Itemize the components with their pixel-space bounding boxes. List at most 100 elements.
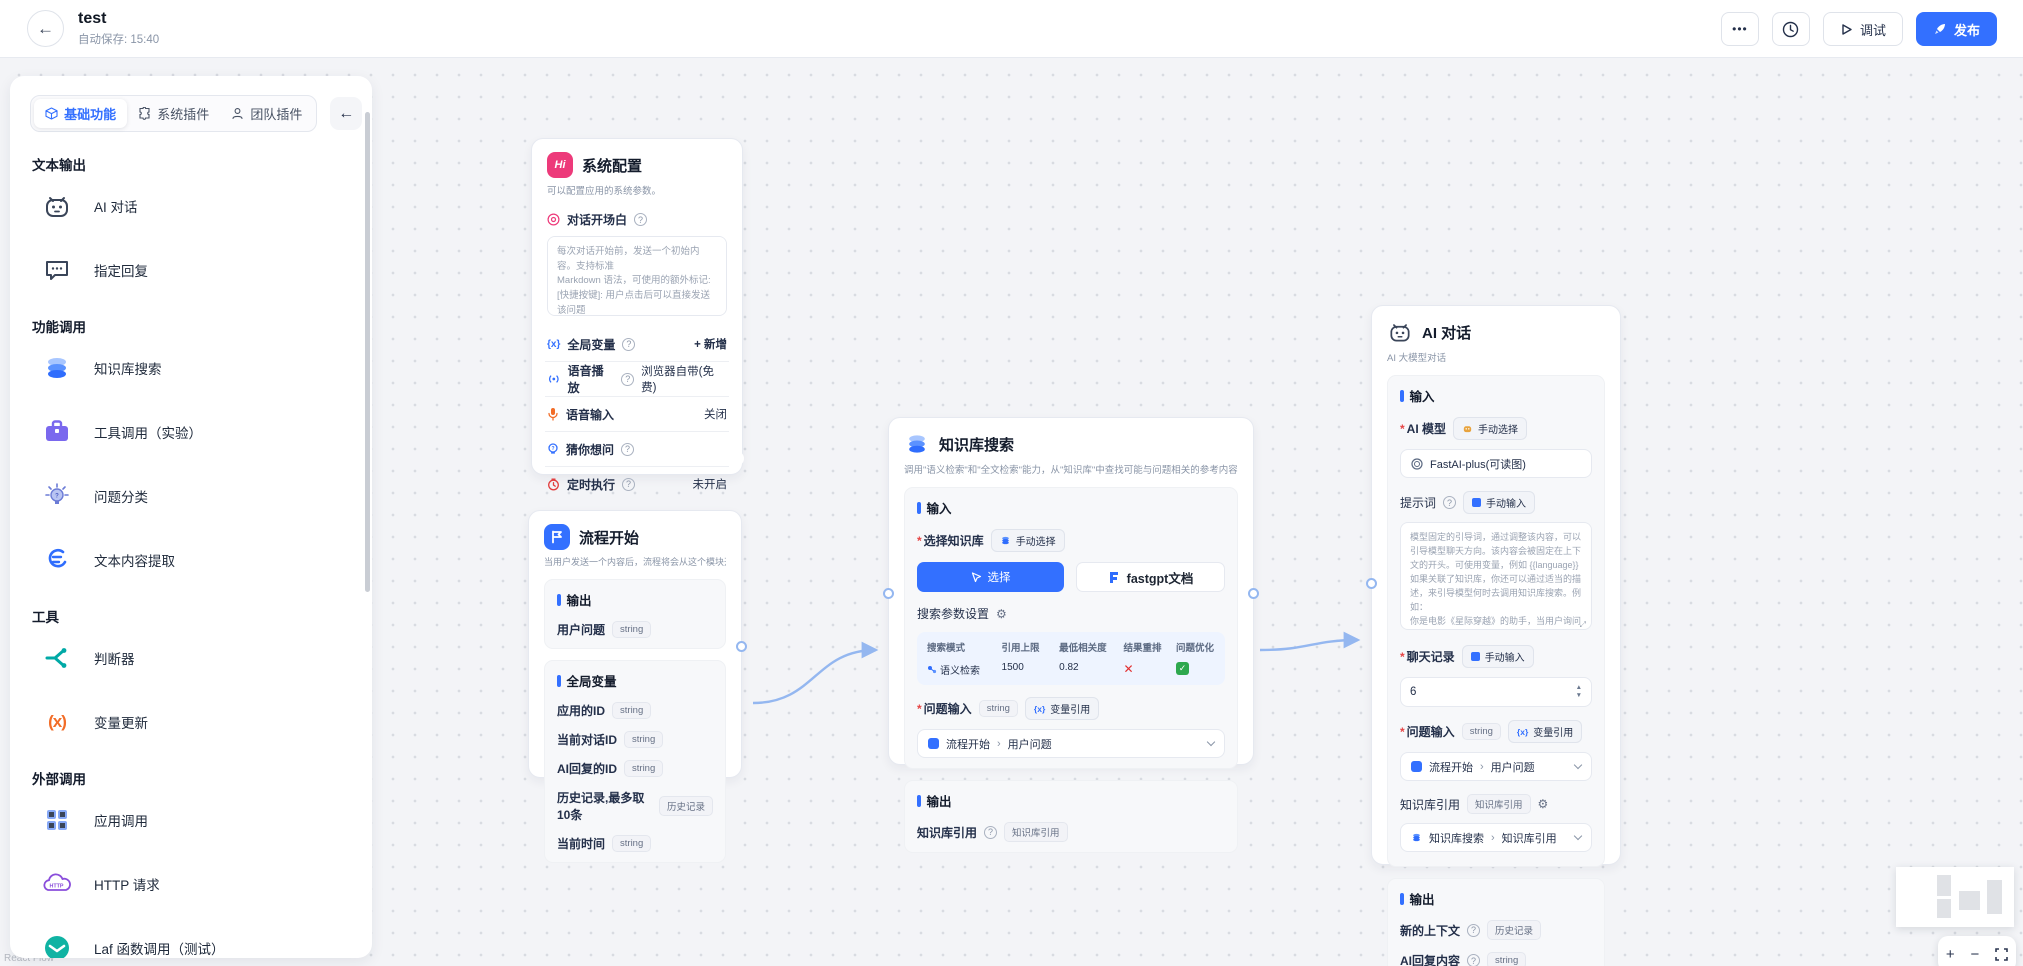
section-header-function-call: 功能调用 [32,320,86,335]
question-ref-select[interactable]: 流程开始 › 用户问题 [1400,752,1592,781]
var-label: 当前对话ID [557,733,618,747]
speech-input-value[interactable]: 关闭 [704,409,727,421]
add-variable-button[interactable]: + 新增 [694,339,727,351]
dataset-select-label: 选择知识库 [917,532,984,549]
question-ref-select[interactable]: 流程开始 › 用户问题 [917,729,1225,758]
dataset-chip-label: fastgpt文档 [1126,571,1194,586]
history-value-input[interactable] [1410,686,1576,698]
input-section-title: 输入 [917,498,1225,517]
tts-value[interactable]: 浏览器自带(免费) [641,366,714,394]
publish-label: 发布 [1953,22,1980,38]
quote-ref-select[interactable]: 知识库搜索 › 知识库引用 [1400,823,1592,852]
ref-label: 变量引用 [1533,728,1574,739]
input-section-title: 输入 [1400,386,1592,405]
ref-field: 知识库引用 [1501,832,1557,845]
welcome-textarea[interactable] [547,236,727,316]
history-button[interactable] [1771,12,1810,46]
history-number-input[interactable]: ▲▼ [1400,677,1592,707]
sidebar-item-content-extract[interactable]: 文本内容提取 [10,528,372,592]
zoom-in-button[interactable]: + [1945,945,1955,963]
tab-system-plugins[interactable]: 系统插件 [127,99,220,128]
ai-input-card: 输入 AI 模型 手动选择 FastAI-plus(可读图) 提示词 ? 手动输… [1387,375,1605,867]
dataset-chip[interactable]: fastgpt文档 [1076,562,1225,592]
source-handle[interactable] [1248,588,1259,599]
zoom-out-button[interactable]: − [1970,945,1980,963]
person-icon [232,108,243,120]
col-header: 问题优化 [1176,643,1215,654]
database-icon [1001,536,1009,545]
node-dataset-search[interactable]: 知识库搜索 调用"语义检索"和"全文检索"能力，从"知识库"中查找可能与问题相关… [883,417,1259,853]
ref-field: 用户问题 [1007,738,1052,751]
variable-ref-badge[interactable]: {x} 变量引用 [1024,697,1100,720]
start-output-card: 输出 用户问题 string [544,579,726,649]
type-badge: string [978,700,1018,717]
sidebar-item-ai-chat[interactable]: AI 对话 [10,174,372,238]
cursor-icon [971,571,981,582]
more-button[interactable]: ••• [1720,12,1759,46]
fit-view-button[interactable] [1995,947,2008,961]
cube-icon [45,107,58,120]
dataset-choose-button[interactable]: 选择 [917,562,1064,592]
row-label: 语音输入 [566,407,615,422]
stepper-up-icon[interactable]: ▲ [1575,684,1582,691]
node-flow-start[interactable]: 流程开始 当用户发送一个内容后，流程将会从这个模块开始执行。 输出 用户问题 s… [528,510,747,863]
search-params-table[interactable]: 搜索模式 语义检索 引用上限 1500 最低相关度 0.82 结果重排 ✕ 问题… [917,632,1225,685]
gear-icon[interactable]: ⚙ [996,606,1007,621]
expand-icon[interactable]: ⤢ [1579,620,1586,629]
sidebar-item-dataset-search[interactable]: 知识库搜索 [10,336,372,400]
row-question-guide: ? 猜你想问 ? [547,432,744,466]
chevron-right-icon: › [1491,831,1495,844]
quote-label: 知识库引用 [1400,797,1461,812]
var-label: 应用的ID [557,704,606,718]
mode-badge[interactable]: 手动选择 [1453,417,1528,440]
model-select[interactable]: FastAI-plus(可读图) [1400,449,1592,478]
row-global-variables: {x} 全局变量 ? + 新增 [547,327,727,361]
target-handle[interactable] [883,588,894,599]
publish-button[interactable]: 发布 [1915,12,1997,46]
database-icon [1413,833,1420,842]
row-speech-input: 语音输入 关闭 [547,397,727,431]
sidebar-scrollbar[interactable] [365,112,370,592]
output-section-title: 输出 [557,590,713,609]
start-globals-card: 全局变量 应用的ID string 当前对话ID string AI回复的ID str… [544,660,726,863]
laf-icon [40,931,74,958]
sidebar-item-app-call[interactable]: 应用调用 [10,788,372,852]
sidebar-item-tool-call[interactable]: 工具调用（实验） [10,400,372,464]
debug-button[interactable]: 调试 [1822,12,1903,46]
scheduled-run-value[interactable]: 未开启 [692,479,728,491]
model-value: FastAI-plus(可读图) [1430,458,1526,471]
source-handle[interactable] [736,641,747,652]
target-handle[interactable] [1366,578,1377,589]
help-icon: ? [621,372,635,386]
rocket-icon [1934,24,1945,34]
sidebar-item-laf-function[interactable]: Laf 函数调用（测试） [10,916,372,958]
minimap[interactable] [1896,867,2014,927]
stepper-down-icon[interactable]: ▼ [1575,692,1582,699]
mode-badge[interactable]: 手动选择 [990,529,1065,552]
sidebar-item-label: 文本内容提取 [94,554,175,569]
sidebar-item-http-request[interactable]: HTTP HTTP 请求 [10,852,372,916]
mode-badge[interactable]: 手动输入 [1463,491,1536,514]
node-system-config[interactable]: Hi 系统配置 可以配置应用的系统参数。 对话开场白 ? {x} 全局变量 ? … [531,138,744,492]
sidebar-item-question-classify[interactable]: ? 问题分类 [10,464,372,528]
node-ai-chat[interactable]: AI 对话 AI 大模型对话 输入 AI 模型 手动选择 FastAI-plus… [1366,305,1621,966]
sidebar-item-classifier[interactable]: 判断器 [10,626,372,690]
help-icon: ? [1467,954,1481,966]
variable-ref-badge[interactable]: {x} 变量引用 [1507,720,1583,743]
help-icon: ? [622,337,636,351]
back-button[interactable]: ← [27,10,64,47]
tab-basic-modules[interactable]: 基础功能 [34,99,128,128]
tab-team-plugins[interactable]: 团队插件 [220,99,313,128]
prompt-textarea[interactable] [1400,522,1592,630]
type-badge: string [612,621,652,638]
sidebar-item-assigned-reply[interactable]: 指定回复 [10,238,372,302]
sidebar-item-variable-update[interactable]: (x) 变量更新 [10,690,372,754]
choose-label: 选择 [987,572,1011,584]
collapse-sidebar-button[interactable]: ← [330,97,362,130]
row-label: 语音播放 [567,364,604,395]
gear-icon[interactable]: ⚙ [1537,797,1549,811]
mode-badge[interactable]: 手动输入 [1461,645,1534,668]
search-params-label: 搜索参数设置 [917,607,990,621]
help-icon: ? [621,442,635,456]
node-desc: 调用"语义检索"和"全文检索"能力，从"知识库"中查找可能与问题相关的参考内容 [904,465,1238,476]
